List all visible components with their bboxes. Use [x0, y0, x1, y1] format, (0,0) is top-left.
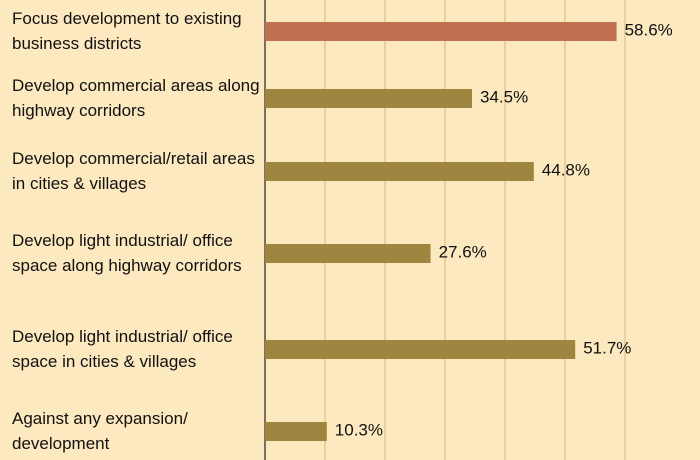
category-label: Develop light industrial/ office space a… [12, 231, 242, 275]
category-label: Develop commercial areas along highway c… [12, 76, 260, 120]
category-label: Develop light industrial/ office space i… [12, 327, 233, 371]
value-label: 44.8% [542, 160, 590, 179]
category-label: Focus development to existing business d… [12, 9, 242, 53]
bar [265, 422, 327, 441]
category-label: Against any expansion/ development [12, 409, 188, 453]
value-label: 51.7% [583, 338, 631, 357]
bar [265, 89, 472, 108]
bar [265, 22, 617, 41]
value-label: 58.6% [625, 20, 673, 39]
value-label: 34.5% [480, 87, 528, 106]
bar [265, 162, 534, 181]
value-label: 27.6% [439, 242, 487, 261]
bar [265, 244, 431, 263]
category-label: Develop commercial/retail areas in citie… [12, 149, 255, 193]
bar [265, 340, 576, 359]
value-label: 10.3% [335, 420, 383, 439]
